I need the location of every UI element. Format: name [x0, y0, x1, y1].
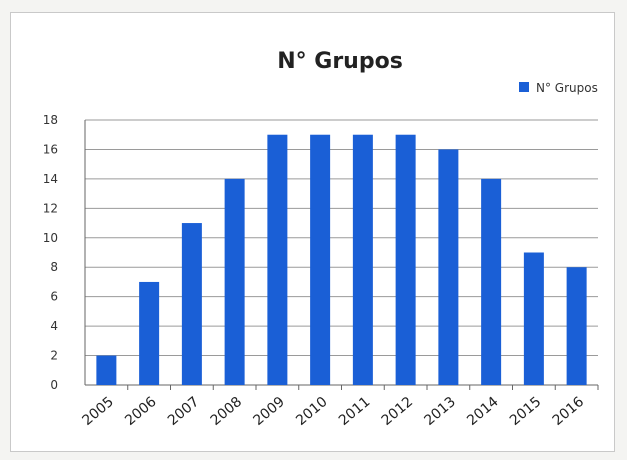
- y-axis-ticks: 0 2 4 6 8 10 12 14 16 18: [43, 113, 58, 392]
- x-tick-label: 2006: [122, 394, 160, 429]
- x-tick-label: 2012: [379, 394, 417, 429]
- x-tick-label: 2014: [464, 394, 502, 429]
- y-tick-label: 8: [50, 260, 58, 274]
- chart-title: N° Grupos: [277, 49, 403, 74]
- gridlines: [85, 119, 598, 386]
- y-tick-label: 6: [50, 290, 58, 304]
- y-tick-label: 12: [43, 201, 58, 215]
- legend-label: N° Grupos: [536, 81, 598, 95]
- x-tick-label: 2011: [336, 394, 374, 429]
- y-tick-label: 0: [50, 378, 58, 392]
- y-tick-label: 2: [50, 349, 58, 363]
- bar-2013: [438, 149, 459, 385]
- bar-2011: [352, 134, 373, 385]
- x-tick-label: 2009: [250, 394, 288, 429]
- y-tick-label: 4: [50, 319, 58, 333]
- bar-2007: [181, 223, 202, 385]
- x-axis-ticks: 2005 2006 2007 2008 2009 2010 2011 2012 2013 2014…: [79, 394, 587, 429]
- x-tick-label: 2008: [208, 394, 246, 429]
- y-tick-label: 10: [43, 231, 58, 245]
- bar-2005: [96, 355, 117, 385]
- bar-2012: [395, 134, 416, 385]
- y-tick-label: 18: [43, 113, 58, 127]
- bar-2008: [224, 178, 245, 385]
- x-tick-label: 2010: [293, 394, 331, 429]
- bar-2006: [139, 281, 160, 385]
- x-tick-label: 2005: [79, 394, 117, 429]
- x-tick-label: 2007: [165, 394, 203, 429]
- y-tick-label: 16: [43, 142, 58, 156]
- bar-2014: [481, 178, 502, 385]
- x-tick-label: 2016: [550, 394, 588, 429]
- bar-2015: [523, 252, 544, 385]
- x-tick-label: 2013: [421, 394, 459, 429]
- axes: [84, 120, 599, 390]
- bar-2016: [566, 267, 587, 385]
- bar-2010: [310, 134, 331, 385]
- y-tick-label: 14: [43, 172, 58, 186]
- legend: N° Grupos: [519, 81, 598, 95]
- legend-swatch: [519, 82, 529, 92]
- bars: [96, 134, 587, 385]
- x-tick-label: 2015: [507, 394, 545, 429]
- bar-2009: [267, 134, 288, 385]
